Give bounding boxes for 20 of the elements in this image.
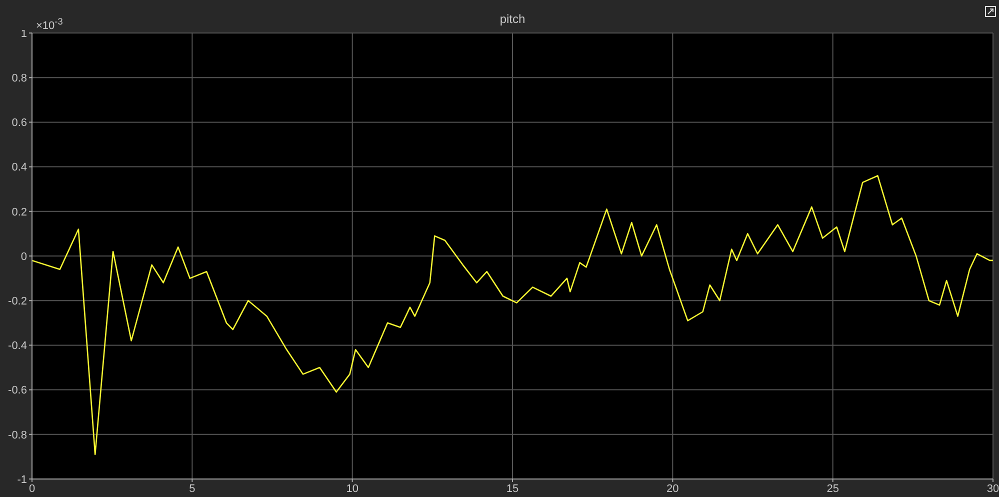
- y-tick-label: 0.8: [12, 72, 27, 85]
- y-tick-label: -0.4: [8, 340, 27, 352]
- x-tick-label: 5: [189, 482, 196, 495]
- y-tick-label: -1: [17, 474, 27, 486]
- x-tick-label: 15: [506, 482, 519, 495]
- x-tick-label: 25: [826, 482, 839, 495]
- y-tick-label: -0.6: [8, 384, 27, 397]
- x-tick-label: 20: [666, 482, 679, 495]
- x-tick-label: 30: [986, 482, 999, 495]
- y-tick-label: 0.4: [12, 162, 27, 174]
- line-series: [32, 175, 993, 456]
- y-tick-label: -0.2: [8, 296, 27, 308]
- y-tick-label: -0.8: [8, 429, 27, 442]
- chart-title: pitch: [500, 12, 526, 26]
- y-tick-label: 0: [20, 250, 27, 263]
- text: ×10$^{-3}$: [36, 16, 63, 32]
- x-tick-label: 0: [28, 482, 36, 495]
- y-tick-label: 0.2: [12, 206, 27, 218]
- x-tick-label: 10: [346, 482, 358, 495]
- y-tick-label: 0.6: [12, 117, 27, 130]
